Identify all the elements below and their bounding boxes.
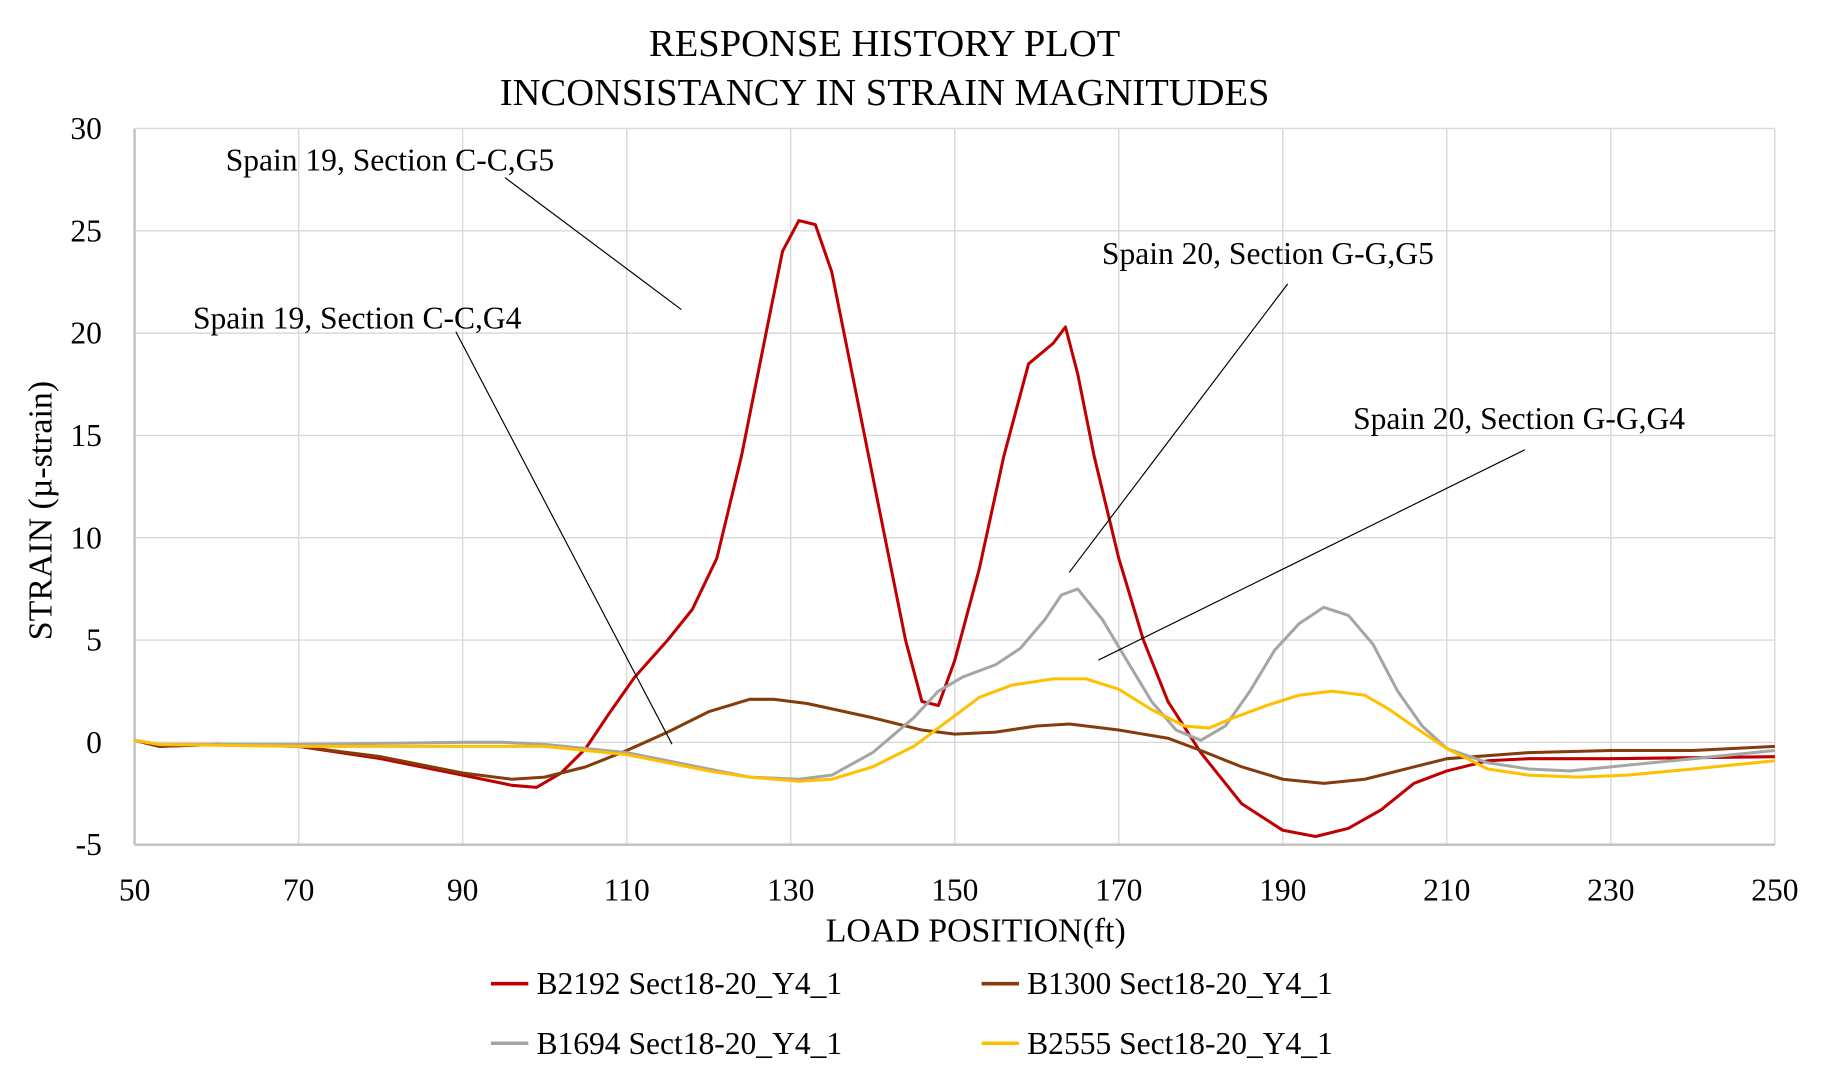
chart-title-line-1: RESPONSE HISTORY PLOT bbox=[649, 23, 1120, 65]
leader-line-spain19-cc-g4 bbox=[455, 331, 673, 745]
x-tick-label: 190 bbox=[1259, 873, 1306, 908]
x-tick-label: 110 bbox=[604, 873, 650, 908]
annotations: Spain 19, Section C-C,G5 Spain 19, Secti… bbox=[193, 143, 1685, 745]
y-tick-label: 25 bbox=[70, 213, 102, 248]
y-tick-label: 10 bbox=[70, 520, 102, 555]
x-tick-label: 50 bbox=[119, 873, 151, 908]
x-tick-label: 230 bbox=[1587, 873, 1634, 908]
x-tick-label: 130 bbox=[767, 873, 814, 908]
legend: B2192 Sect18-20_Y4_1 B1300 Sect18-20_Y4_… bbox=[490, 966, 1333, 1061]
x-tick-label: 170 bbox=[1095, 873, 1142, 908]
annotation-spain19-cc-g4: Spain 19, Section C-C,G4 bbox=[193, 300, 522, 335]
leader-line-spain19-cc-g5 bbox=[504, 177, 682, 311]
annotation-spain20-gg-g5: Spain 20, Section G-G,G5 bbox=[1102, 236, 1434, 271]
legend-label-b1694: B1694 Sect18-20_Y4_1 bbox=[536, 1026, 842, 1061]
x-axis-label: LOAD POSITION(ft) bbox=[826, 913, 1126, 950]
y-tick-label: 20 bbox=[70, 316, 102, 351]
legend-label-b2555: B2555 Sect18-20_Y4_1 bbox=[1027, 1026, 1333, 1061]
x-tick-label: 90 bbox=[447, 873, 479, 908]
legend-label-b1300: B1300 Sect18-20_Y4_1 bbox=[1027, 966, 1333, 1001]
chart-title-line-2: INCONSISTANCY IN STRAIN MAGNITUDES bbox=[500, 72, 1270, 114]
gridlines bbox=[133, 127, 1776, 846]
y-tick-label: 15 bbox=[70, 418, 102, 453]
series-line-b1694 bbox=[134, 587, 1776, 781]
y-tick-label: 0 bbox=[86, 725, 102, 760]
leader-line-spain20-gg-g4 bbox=[1098, 449, 1526, 661]
y-tick-label: 30 bbox=[70, 111, 102, 146]
legend-label-b2192: B2192 Sect18-20_Y4_1 bbox=[536, 966, 842, 1001]
x-tick-label: 250 bbox=[1751, 873, 1798, 908]
x-tick-label: 210 bbox=[1423, 873, 1470, 908]
series-line-b2555 bbox=[134, 677, 1776, 783]
x-tick-label: 70 bbox=[283, 873, 315, 908]
leader-line-spain20-gg-g5 bbox=[1068, 283, 1289, 573]
tick-labels: 50 70 90 110 130 150 170 190 210 230 250 -5 0 5 10 15 20… bbox=[70, 111, 1798, 908]
y-axis-label: STRAIN (µ-strain) bbox=[23, 381, 60, 640]
y-tick-label: 5 bbox=[86, 623, 102, 658]
annotation-spain19-cc-g5: Spain 19, Section C-C,G5 bbox=[226, 143, 554, 178]
annotation-spain20-gg-g4: Spain 20, Section G-G,G4 bbox=[1353, 401, 1685, 436]
series-lines bbox=[134, 219, 1776, 839]
x-tick-label: 150 bbox=[931, 873, 978, 908]
y-tick-label: -5 bbox=[76, 827, 102, 862]
series-line-b1300 bbox=[134, 697, 1775, 785]
